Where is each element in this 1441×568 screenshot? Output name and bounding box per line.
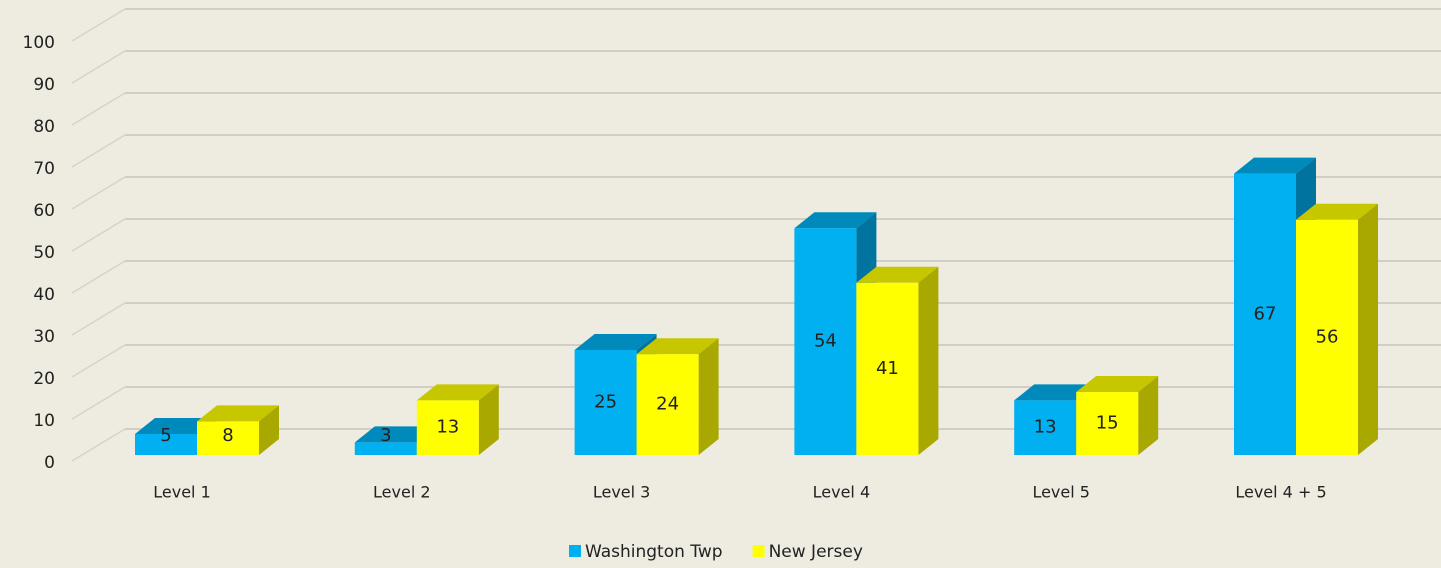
y-tick-label: 10 xyxy=(33,411,55,431)
data-label: 15 xyxy=(1096,413,1119,434)
bar-front xyxy=(856,282,919,455)
bar-side xyxy=(1358,203,1378,455)
bar-front xyxy=(1014,400,1077,455)
bar xyxy=(1296,203,1378,455)
bar-top xyxy=(856,266,939,283)
bar-top xyxy=(1296,203,1378,220)
grid-diagonal xyxy=(71,302,126,336)
y-tick-label: 0 xyxy=(44,453,55,473)
y-tick-label: 50 xyxy=(33,243,55,263)
bar-front xyxy=(1076,392,1139,455)
x-tick-label: Level 5 xyxy=(1032,483,1090,502)
y-tick-label: 60 xyxy=(33,201,55,221)
bar-top xyxy=(1076,376,1159,392)
bar-top xyxy=(354,426,437,443)
x-tick-label: Level 3 xyxy=(593,483,651,502)
bar-side xyxy=(918,266,939,455)
bar-top xyxy=(794,212,877,229)
legend-label: New Jersey xyxy=(769,542,863,562)
grid-diagonal xyxy=(71,218,126,252)
bar-top xyxy=(135,418,217,434)
data-label: 3 xyxy=(380,425,391,446)
bar-front xyxy=(1296,219,1358,455)
data-label: 54 xyxy=(814,331,837,352)
bar xyxy=(416,384,499,455)
bar-side xyxy=(259,405,279,455)
grid-diagonal xyxy=(71,134,126,168)
legend-swatch xyxy=(752,545,765,557)
y-tick-label: 90 xyxy=(33,75,55,95)
data-label: 13 xyxy=(1034,417,1057,438)
y-tick-label: 20 xyxy=(33,369,55,389)
x-tick-label: Level 4 + 5 xyxy=(1235,483,1326,502)
bar xyxy=(856,266,939,455)
bar-top xyxy=(636,338,719,355)
bar-top xyxy=(574,334,657,350)
bar-front xyxy=(574,350,637,455)
data-label: 56 xyxy=(1316,326,1339,347)
y-tick-label: 30 xyxy=(33,327,55,347)
x-tick-label: Level 2 xyxy=(373,483,431,502)
grid-diagonal xyxy=(71,428,126,462)
bar-front xyxy=(416,400,479,455)
bar-top xyxy=(1234,157,1316,174)
data-label: 25 xyxy=(594,392,617,413)
bar xyxy=(636,338,719,455)
legend-label: Washington Twp xyxy=(585,542,723,562)
bar-top xyxy=(1014,384,1097,401)
bar xyxy=(1076,376,1159,455)
grid-diagonal xyxy=(71,8,126,42)
data-label: 41 xyxy=(876,358,899,379)
grid-diagonal xyxy=(71,50,126,84)
data-label: 13 xyxy=(436,417,459,438)
grid-diagonal xyxy=(71,176,126,210)
x-tick-label: Level 1 xyxy=(153,483,211,502)
grid-diagonal xyxy=(71,386,126,420)
grid-diagonal xyxy=(71,260,126,294)
y-tick-label: 40 xyxy=(33,285,55,305)
y-tick-label: 70 xyxy=(33,159,55,179)
bar-top xyxy=(197,405,279,422)
bar-front xyxy=(794,228,857,455)
data-label: 8 xyxy=(222,425,233,446)
data-label: 5 xyxy=(160,425,171,446)
bar-side xyxy=(1138,376,1159,455)
bar-front xyxy=(135,434,197,455)
y-tick-label: 100 xyxy=(23,33,55,53)
bar-front xyxy=(1234,173,1296,455)
bar-top xyxy=(416,384,499,401)
bar-side xyxy=(478,384,499,455)
bar xyxy=(197,405,279,455)
y-tick-label: 80 xyxy=(33,117,55,137)
data-label: 24 xyxy=(656,394,679,415)
legend-swatch xyxy=(569,545,581,557)
bar-side xyxy=(698,338,719,455)
grid-diagonal xyxy=(71,344,126,378)
x-tick-label: Level 4 xyxy=(813,483,871,502)
bar-front xyxy=(354,442,417,455)
bar-front xyxy=(197,421,259,455)
grid-diagonal xyxy=(71,92,126,126)
bar-front xyxy=(636,354,699,455)
data-label: 67 xyxy=(1254,303,1277,324)
